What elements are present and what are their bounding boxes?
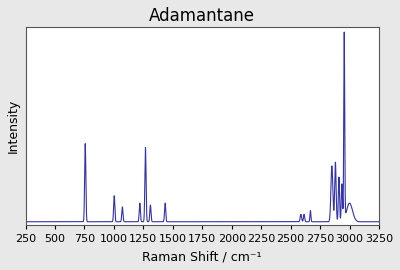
Title: Adamantane: Adamantane [149, 7, 255, 25]
Y-axis label: Intensity: Intensity [7, 99, 20, 153]
X-axis label: Raman Shift / cm⁻¹: Raman Shift / cm⁻¹ [142, 250, 262, 263]
